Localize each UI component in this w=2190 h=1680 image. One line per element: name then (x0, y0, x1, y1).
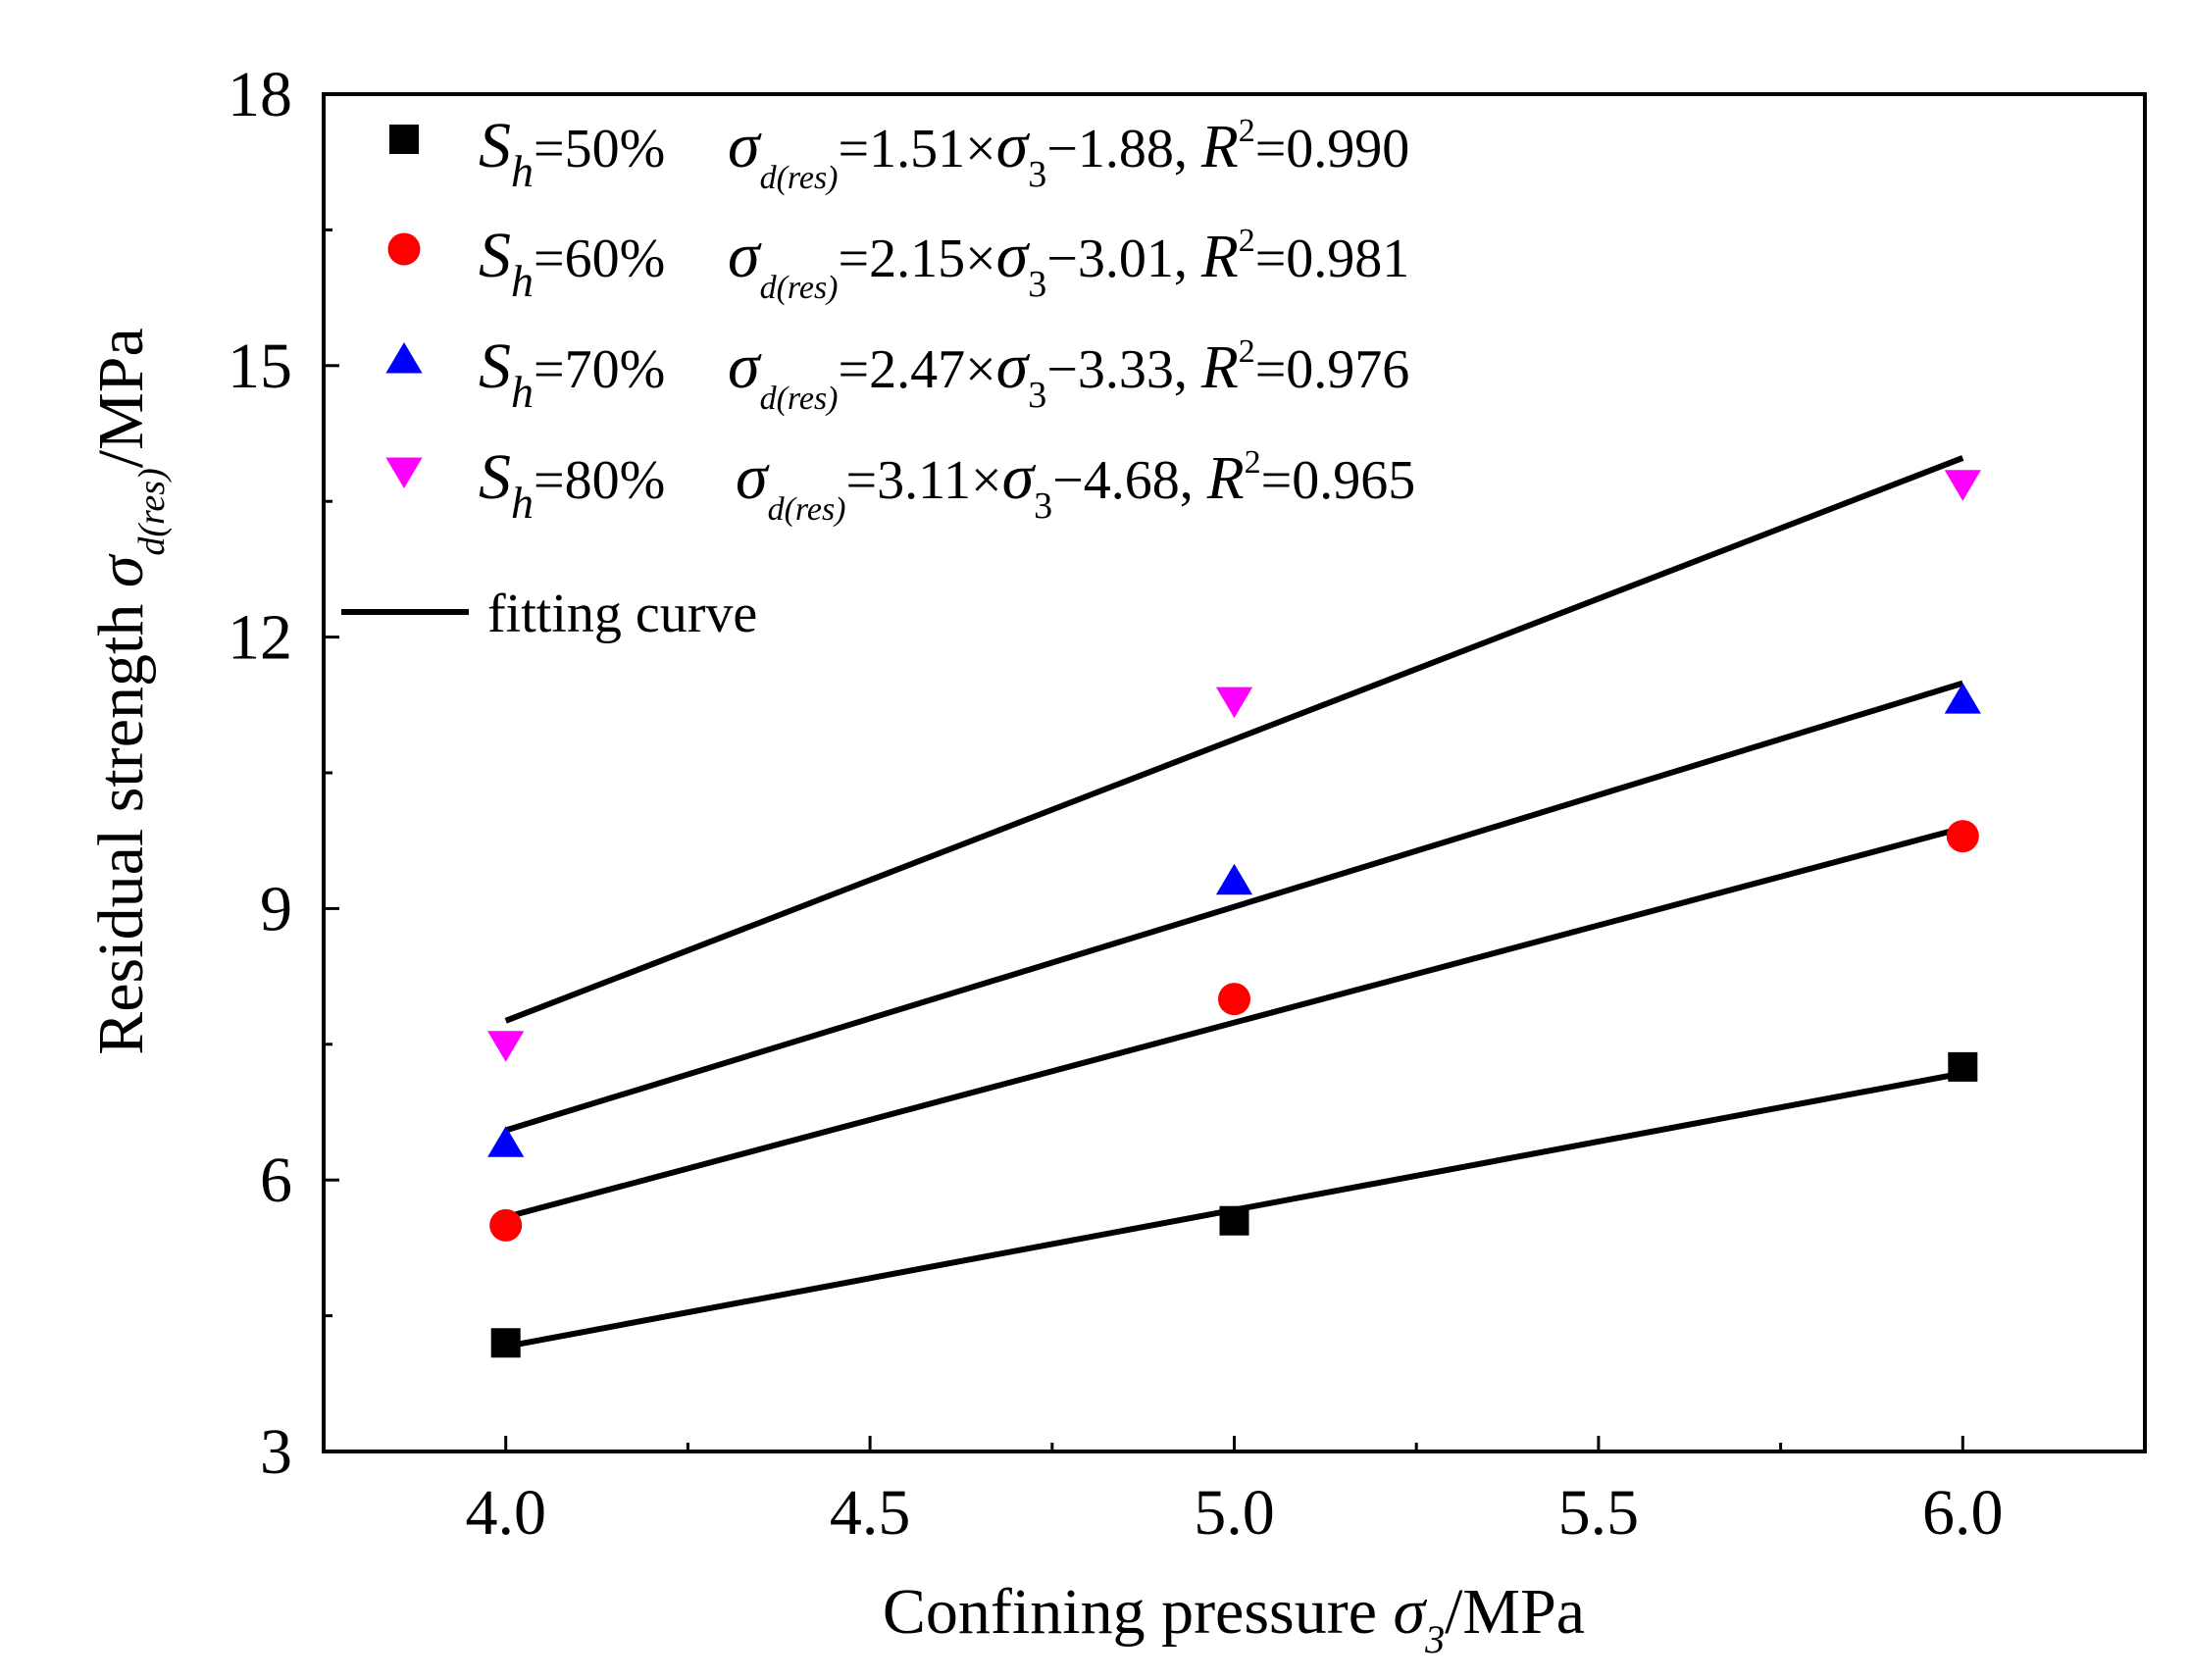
data-point-70pct (1944, 683, 1981, 714)
data-point-50pct (490, 1328, 521, 1358)
axes-ticks: 4.0 4.5 5.0 5.5 6.0 3 6 9 12 15 18 (228, 59, 2004, 1549)
legend-marker-70pct (385, 342, 423, 374)
data-point-60pct (1946, 820, 1979, 853)
data-point-60pct (1218, 983, 1250, 1016)
y-tick-label: 3 (260, 1416, 292, 1488)
y-tick-label: 9 (260, 873, 292, 944)
legend-series-label: Sh=50% (479, 110, 665, 196)
data-points (487, 470, 1981, 1358)
data-point-50pct (1948, 1051, 1978, 1082)
fit-line-70pct (504, 680, 1964, 1134)
legend-equation: σd(res)=2.47×σ3−3.33, R2=0.976 (728, 331, 1409, 417)
y-tick-label: 12 (228, 602, 292, 674)
x-tick-label: 4.0 (465, 1477, 546, 1549)
data-point-70pct (1215, 863, 1253, 895)
x-tick-label: 6.0 (1922, 1477, 2004, 1549)
legend-fitting-curve-label: fitting curve (487, 584, 757, 644)
fit-line-60pct (504, 825, 1964, 1220)
data-point-70pct (487, 1126, 525, 1157)
legend-equation: σd(res)=3.11×σ3−4.68, R2=0.965 (736, 441, 1415, 528)
legend-equation: σd(res)=1.51×σ3−1.88, R2=0.990 (728, 110, 1409, 196)
legend-marker-60pct (387, 232, 421, 266)
x-tick-label: 5.0 (1194, 1477, 1275, 1549)
y-tick-label: 6 (260, 1145, 292, 1216)
legend-marker-50pct (389, 125, 419, 154)
legend-series-label: Sh=60% (479, 220, 665, 306)
legend-series-label: Sh=70% (479, 331, 665, 417)
legend-marker-80pct (385, 457, 423, 488)
data-point-80pct (1215, 687, 1253, 719)
data-point-80pct (487, 1031, 525, 1062)
y-tick-label: 15 (228, 331, 292, 402)
axis-titles: Confining pressure σ3/MPa Residual streng… (85, 328, 1585, 1661)
plot-frame (322, 92, 2147, 1453)
y-tick-label: 18 (228, 59, 292, 130)
x-tick-label: 4.5 (830, 1477, 911, 1549)
fit-line-80pct (504, 455, 1964, 1024)
x-axis-title: Confining pressure σ3/MPa (883, 1576, 1585, 1661)
legend-series-label: Sh=80% (479, 441, 665, 528)
legend: Sh=50% σd(res)=1.51×σ3−1.88, R2=0.990 Sh=6… (341, 110, 1415, 644)
data-point-50pct (1219, 1205, 1249, 1236)
data-point-60pct (489, 1208, 523, 1242)
x-tick-label: 5.5 (1558, 1477, 1640, 1549)
legend-equation: σd(res)=2.15×σ3−3.01, R2=0.981 (728, 220, 1409, 306)
data-point-80pct (1944, 470, 1981, 501)
y-axis-title: Residual strength σd(res)/MPa (85, 328, 173, 1055)
